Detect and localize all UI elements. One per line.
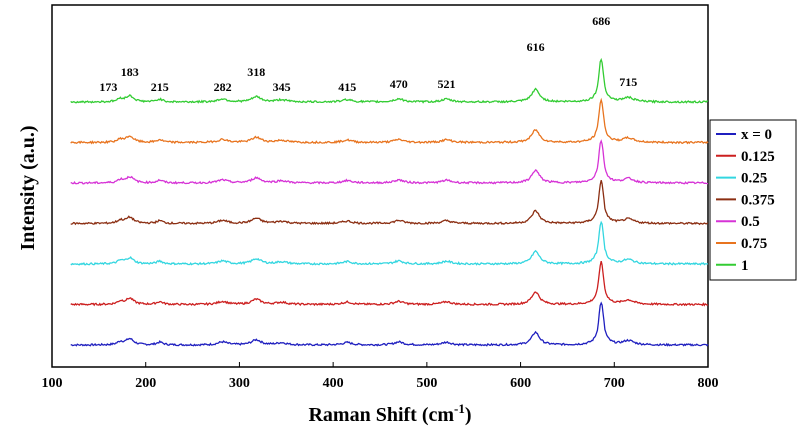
x-tick-label-400: 400 [323,376,344,391]
peak-label-183: 183 [121,65,139,79]
series-line-4 [70,139,709,185]
series-line-1 [70,260,709,307]
series-line-6 [70,57,709,104]
series-line-0 [70,301,709,347]
peak-label-345: 345 [273,80,291,94]
series-line-3 [70,180,709,226]
x-tick-label-100: 100 [42,376,63,391]
x-tick-label-200: 200 [135,376,156,391]
y-axis-title: Intensity (a.u.) [17,125,39,250]
legend-label-2: 0.25 [741,171,767,187]
x-axis-title-main: Raman Shift (cm [308,404,454,426]
peak-label-686: 686 [592,14,610,28]
peak-label-318: 318 [247,65,265,79]
x-axis-title-superscript: -1 [454,401,465,416]
legend-label-6: 1 [741,258,749,274]
x-axis-ticks: 100 200 300 400 500 600 700 800 [42,362,719,391]
peak-label-282: 282 [214,80,232,94]
peak-label-470: 470 [390,77,408,91]
x-axis-title-suffix: ) [465,404,472,426]
x-tick-label-700: 700 [604,376,625,391]
peak-label-521: 521 [438,77,456,91]
legend-label-1: 0.125 [741,149,775,165]
series-line-2 [70,220,709,266]
legend: x = 0 0.125 0.25 0.375 0.5 0.75 1 [709,119,797,281]
x-tick-label-300: 300 [229,376,250,391]
legend-label-4: 0.5 [741,214,760,230]
x-axis-title: Raman Shift (cm-1) [308,401,471,426]
legend-label-0: x = 0 [741,127,772,143]
series-line-5 [70,97,709,145]
x-tick-label-800: 800 [698,376,719,391]
series-layer [70,57,709,347]
x-tick-label-500: 500 [416,376,437,391]
legend-label-5: 0.75 [741,236,767,252]
x-tick-label-600: 600 [510,376,531,391]
peak-label-616: 616 [527,40,545,54]
peak-label-173: 173 [99,80,117,94]
peak-label-215: 215 [151,80,169,94]
peak-label-715: 715 [619,75,637,89]
peak-label-415: 415 [338,80,356,94]
plot-frame [51,4,709,368]
legend-label-3: 0.375 [741,192,775,208]
peak-label-layer: 173 183 215 282 318 345 415 470 521 616 686 715 [99,14,637,94]
